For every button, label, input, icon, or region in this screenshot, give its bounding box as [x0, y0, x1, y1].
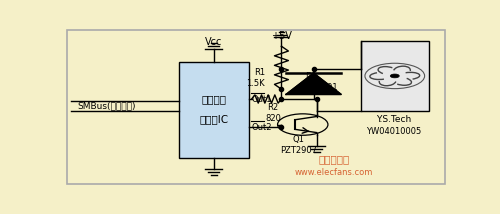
Text: 电子发烧友: 电子发烧友 — [318, 154, 350, 164]
Text: R2
820: R2 820 — [265, 103, 281, 123]
Text: YW04010005: YW04010005 — [366, 127, 422, 136]
Text: D1
1N4001: D1 1N4001 — [304, 72, 338, 92]
FancyBboxPatch shape — [361, 40, 428, 111]
Circle shape — [390, 74, 400, 78]
Text: www.elecfans.com: www.elecfans.com — [294, 168, 373, 177]
Text: R1
1.5K: R1 1.5K — [246, 68, 265, 88]
Text: SMBus(至控制器): SMBus(至控制器) — [78, 101, 136, 110]
Text: Out2: Out2 — [251, 123, 272, 132]
Text: Vcc: Vcc — [205, 37, 222, 47]
Text: +5V: +5V — [271, 31, 292, 41]
Text: Y.S.Tech: Y.S.Tech — [376, 115, 412, 124]
Polygon shape — [286, 73, 341, 94]
Text: Q1
PZT2907: Q1 PZT2907 — [280, 135, 318, 155]
Text: 传感器IC: 传感器IC — [199, 114, 228, 124]
Text: Out1: Out1 — [251, 95, 272, 104]
FancyBboxPatch shape — [179, 62, 248, 158]
Text: 数字温度: 数字温度 — [201, 94, 226, 104]
FancyBboxPatch shape — [67, 30, 444, 184]
